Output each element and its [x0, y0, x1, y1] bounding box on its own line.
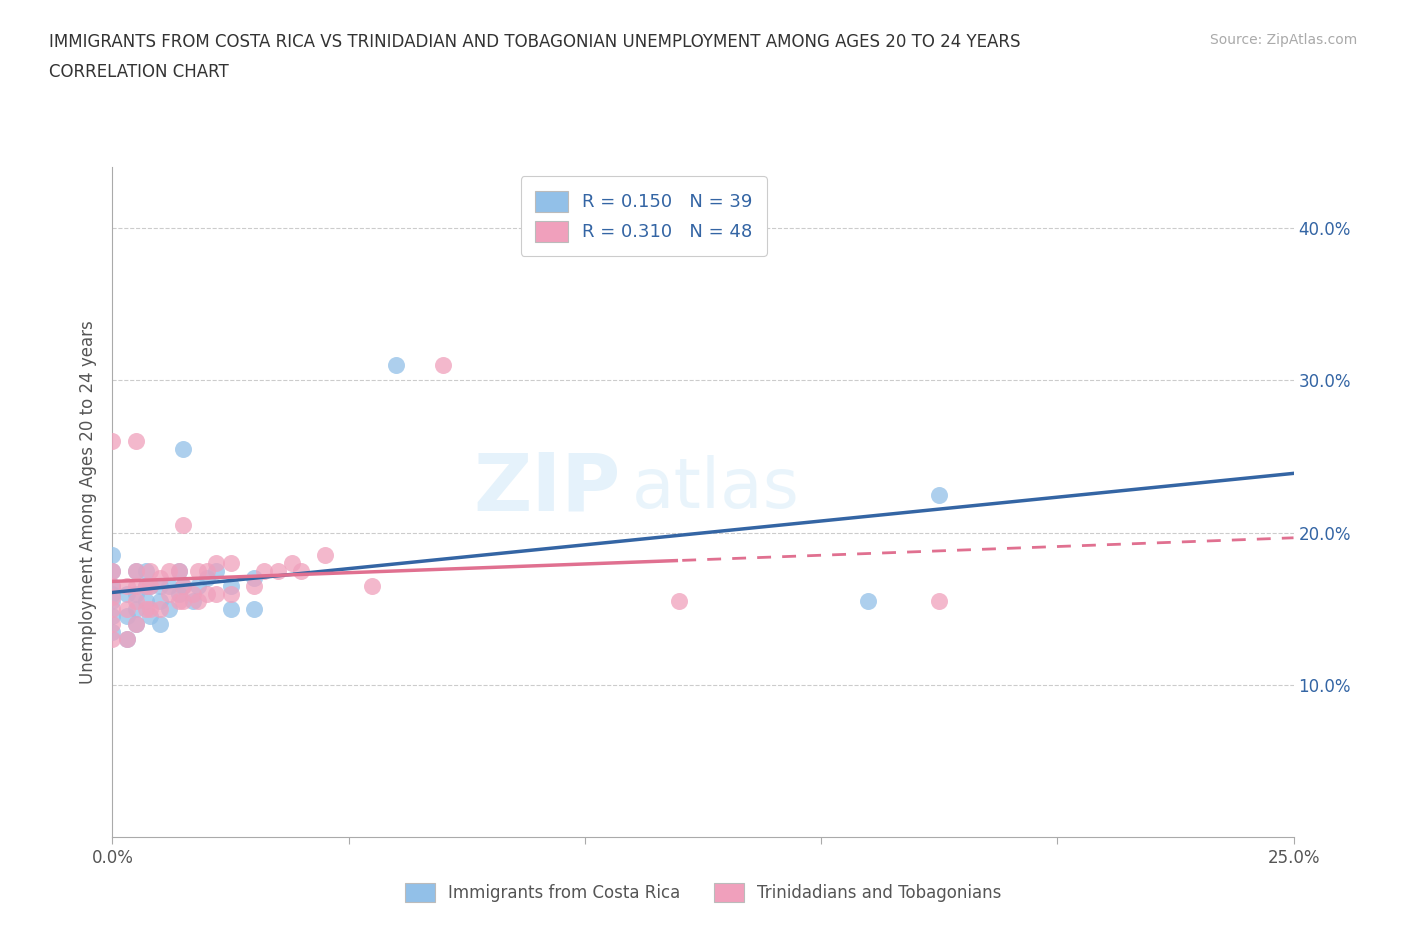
Point — [101, 564, 124, 578]
Point — [195, 571, 218, 586]
Point — [195, 564, 218, 578]
Point — [253, 564, 276, 578]
Point — [243, 571, 266, 586]
Point — [157, 564, 180, 578]
Point — [172, 578, 194, 593]
Point — [186, 593, 208, 608]
Point — [186, 564, 208, 578]
Point — [101, 578, 124, 593]
Point — [243, 602, 266, 617]
Point — [928, 593, 950, 608]
Legend: Immigrants from Costa Rica, Trinidadians and Tobagonians: Immigrants from Costa Rica, Trinidadians… — [391, 870, 1015, 916]
Point — [125, 564, 148, 578]
Point — [125, 617, 148, 631]
Point — [101, 617, 124, 631]
Point — [101, 589, 124, 604]
Point — [125, 617, 148, 631]
Point — [172, 442, 194, 457]
Point — [385, 358, 408, 373]
Point — [101, 624, 124, 639]
Point — [149, 617, 172, 631]
Point — [157, 578, 180, 593]
Point — [101, 578, 124, 593]
Point — [125, 434, 148, 449]
Point — [157, 586, 180, 601]
Point — [314, 548, 336, 563]
Point — [205, 555, 228, 570]
Point — [167, 593, 190, 608]
Point — [172, 518, 194, 533]
Point — [101, 564, 124, 578]
Point — [101, 434, 124, 449]
Point — [186, 578, 208, 593]
Point — [181, 593, 204, 608]
Point — [172, 578, 194, 593]
Point — [432, 358, 454, 373]
Point — [139, 578, 162, 593]
Point — [267, 564, 290, 578]
Point — [219, 578, 242, 593]
Text: atlas: atlas — [633, 456, 800, 523]
Point — [167, 564, 190, 578]
Point — [115, 609, 138, 624]
Point — [219, 586, 242, 601]
Point — [858, 593, 880, 608]
Point — [115, 578, 138, 593]
Point — [101, 602, 124, 617]
Text: IMMIGRANTS FROM COSTA RICA VS TRINIDADIAN AND TOBAGONIAN UNEMPLOYMENT AMONG AGES: IMMIGRANTS FROM COSTA RICA VS TRINIDADIA… — [49, 33, 1021, 50]
Point — [167, 586, 190, 601]
Text: Source: ZipAtlas.com: Source: ZipAtlas.com — [1209, 33, 1357, 46]
Point — [290, 564, 312, 578]
Point — [115, 631, 138, 646]
Point — [243, 578, 266, 593]
Point — [181, 586, 204, 601]
Point — [101, 631, 124, 646]
Point — [205, 586, 228, 601]
Point — [125, 586, 148, 601]
Text: CORRELATION CHART: CORRELATION CHART — [49, 63, 229, 81]
Point — [139, 609, 162, 624]
Point — [125, 602, 148, 617]
Point — [135, 564, 157, 578]
Point — [101, 548, 124, 563]
Text: ZIP: ZIP — [472, 450, 620, 528]
Point — [115, 602, 138, 617]
Point — [361, 578, 384, 593]
Point — [219, 555, 242, 570]
Point — [135, 578, 157, 593]
Point — [135, 578, 157, 593]
Point — [167, 564, 190, 578]
Point — [139, 602, 162, 617]
Point — [205, 564, 228, 578]
Point — [125, 578, 148, 593]
Point — [157, 602, 180, 617]
Point — [149, 602, 172, 617]
Point — [139, 564, 162, 578]
Point — [281, 555, 304, 570]
Point — [101, 609, 124, 624]
Point — [101, 586, 124, 601]
Point — [115, 586, 138, 601]
Point — [928, 487, 950, 502]
Point — [172, 593, 194, 608]
Point — [668, 593, 690, 608]
Point — [149, 593, 172, 608]
Point — [195, 586, 218, 601]
Point — [125, 564, 148, 578]
Y-axis label: Unemployment Among Ages 20 to 24 years: Unemployment Among Ages 20 to 24 years — [79, 320, 97, 684]
Point — [149, 578, 172, 593]
Point — [219, 602, 242, 617]
Point — [101, 593, 124, 608]
Point — [149, 571, 172, 586]
Point — [139, 578, 162, 593]
Point — [135, 602, 157, 617]
Point — [115, 631, 138, 646]
Point — [125, 593, 148, 608]
Point — [135, 593, 157, 608]
